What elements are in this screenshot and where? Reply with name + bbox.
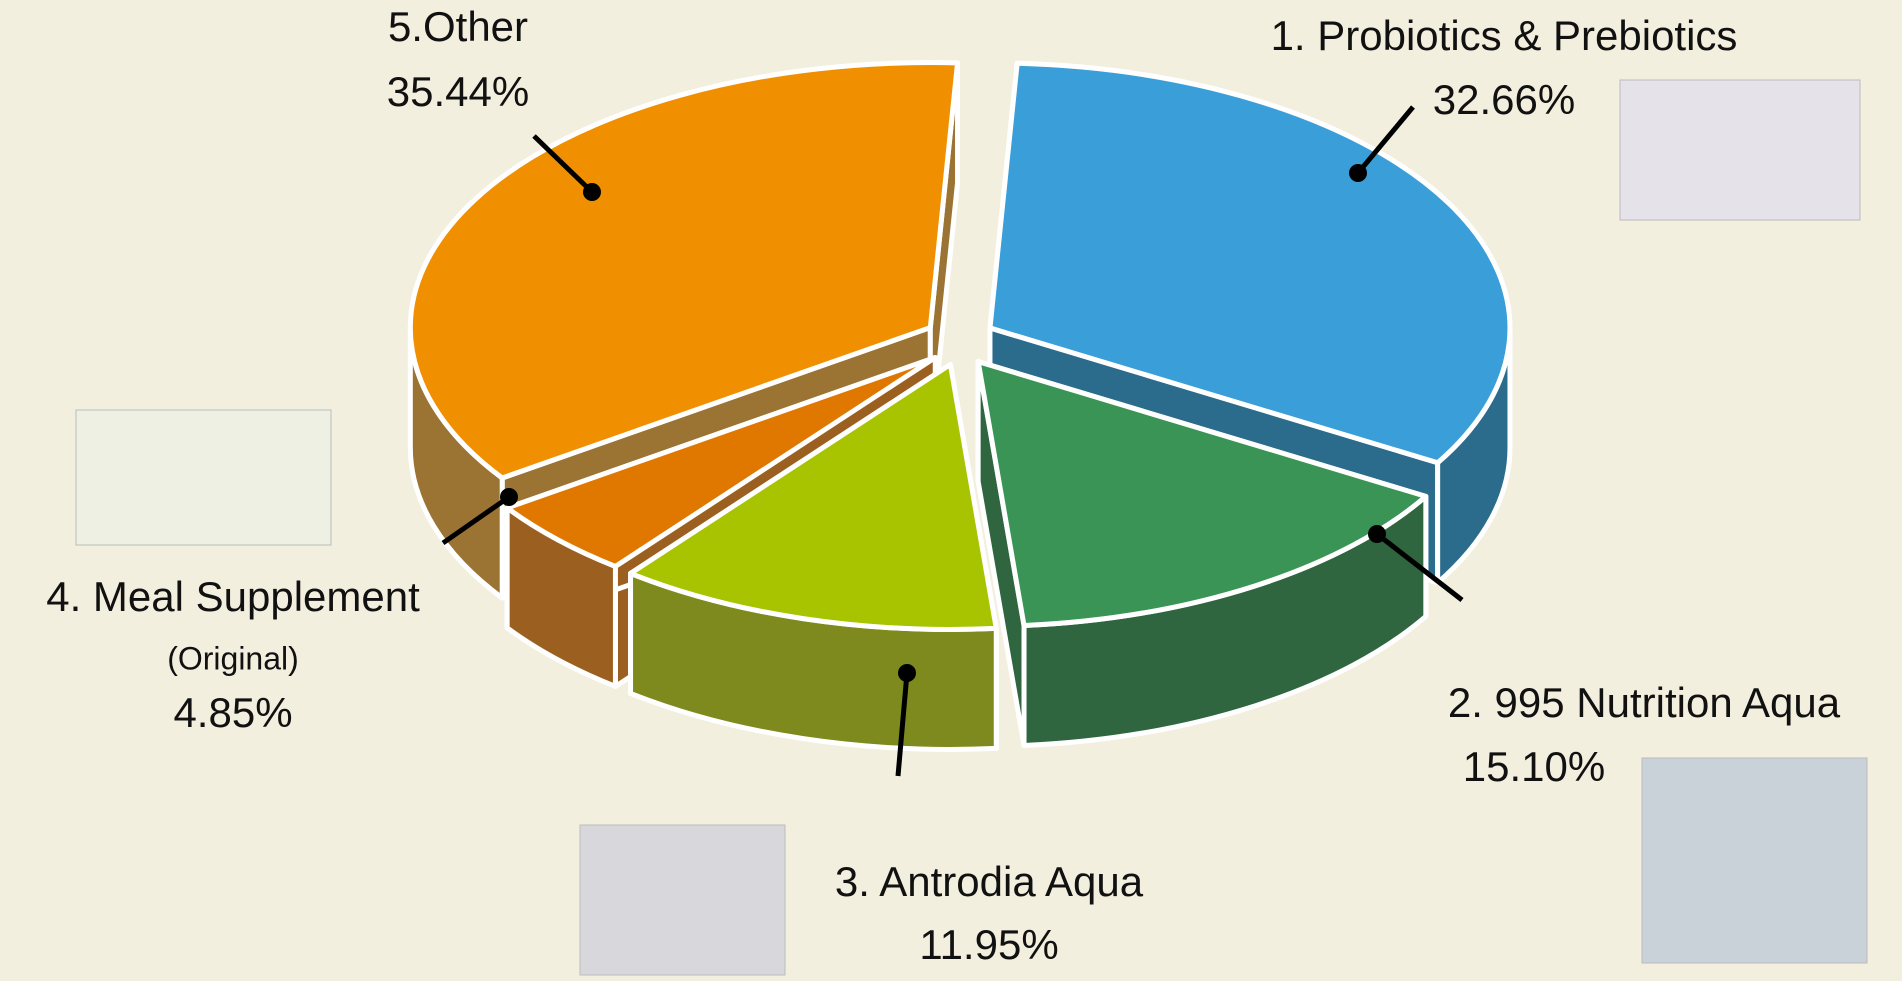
value-label: 11.95% xyxy=(919,921,1058,968)
slice xyxy=(987,60,1513,466)
product-image xyxy=(579,824,786,976)
value-label: 4.85% xyxy=(173,689,292,736)
product-image xyxy=(1641,757,1868,964)
category-label: 5.Other xyxy=(388,3,528,50)
slice xyxy=(504,354,938,569)
leader-dot xyxy=(583,183,601,201)
leader-line xyxy=(895,672,910,777)
slice xyxy=(407,60,961,481)
category-label: 1. Probiotics & Prebiotics xyxy=(1271,12,1738,59)
category-label: 2. 995 Nutrition Aqua xyxy=(1448,679,1841,726)
slice xyxy=(975,359,1429,629)
labels: 1. Probiotics & Prebiotics 32.66% 2. 995 N… xyxy=(46,3,1841,968)
leader-dot xyxy=(898,664,916,682)
value-label: 15.10% xyxy=(1463,743,1605,790)
value-label: 35.44% xyxy=(387,68,529,115)
leader-dot xyxy=(1368,525,1386,543)
leader-dot xyxy=(500,488,518,506)
leader-dot xyxy=(1349,164,1367,182)
value-label: 32.66% xyxy=(1433,76,1575,123)
label-note: (Original) xyxy=(167,640,299,676)
product-image xyxy=(75,409,332,546)
category-label: 3. Antrodia Aqua xyxy=(835,858,1144,905)
leader-line xyxy=(532,134,594,194)
product-image xyxy=(1619,79,1861,221)
category-label: 4. Meal Supplement xyxy=(46,573,420,620)
leader-line xyxy=(441,494,511,546)
slice xyxy=(628,361,999,632)
leader-line xyxy=(1356,105,1415,175)
leader-line xyxy=(1375,532,1464,602)
